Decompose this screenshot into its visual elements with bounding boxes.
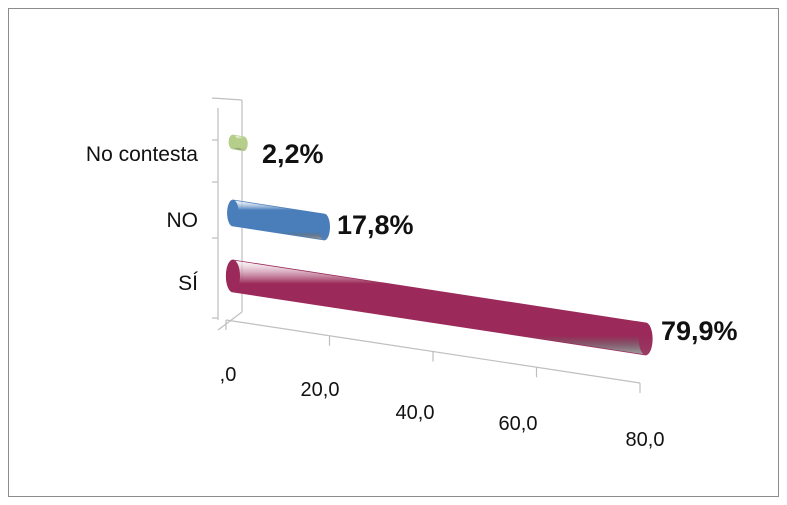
bar-end-cap — [318, 214, 330, 241]
value-tick-label: 40,0 — [396, 402, 435, 424]
category-label: SÍ — [178, 272, 198, 295]
bar-start-cap — [227, 199, 239, 227]
chart-bars — [225, 134, 653, 356]
value-tick-label: ,0 — [220, 364, 237, 386]
bar-no — [227, 199, 330, 241]
bar-end-cap — [239, 136, 248, 151]
bar-start-cap — [226, 259, 240, 293]
bar-sí — [225, 259, 653, 356]
data-label: 17,8% — [337, 210, 414, 240]
category-label: NO — [167, 209, 199, 232]
bar-start-cap — [228, 134, 238, 150]
data-label: 79,9% — [661, 316, 738, 346]
chart-frame — [8, 8, 779, 497]
category-label: No contesta — [86, 143, 198, 166]
value-tick-label: 80,0 — [626, 429, 665, 451]
wall-top-edge — [211, 97, 243, 101]
value-tick-label: 60,0 — [499, 413, 538, 435]
value-tick-label: 20,0 — [301, 379, 340, 401]
bar-end-cap — [638, 322, 653, 355]
floor-depth-edge — [217, 311, 243, 331]
chart-labels: ,0 20,0 40,0 60,0 80,0 No contesta 2,2% NO 17,8%… — [86, 139, 738, 451]
data-label: 2,2% — [262, 139, 324, 169]
